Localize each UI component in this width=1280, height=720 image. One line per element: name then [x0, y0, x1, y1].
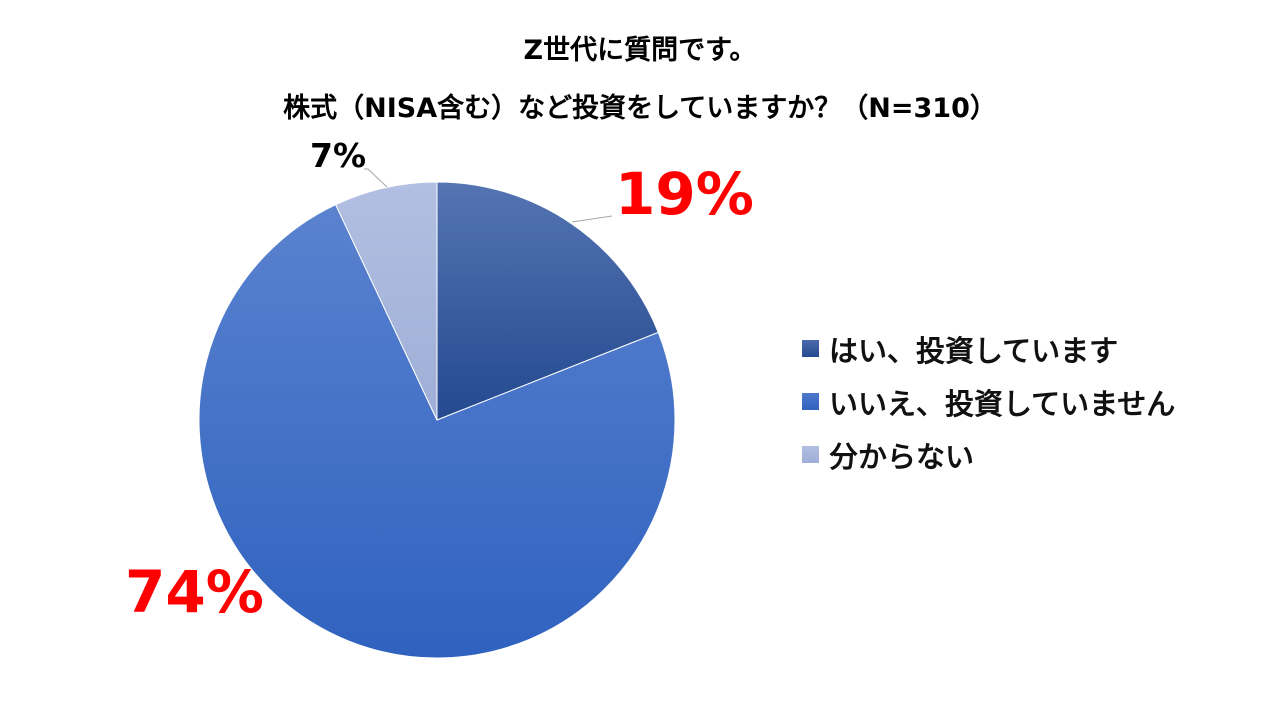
data-label-no: 74%: [125, 558, 264, 626]
data-label-yes: 19%: [615, 160, 754, 228]
chart-subtitle: 株式（NISA含む）など投資をしていますか？（N=310）: [283, 93, 997, 124]
pie-slice-no: [198, 203, 676, 659]
legend-label: 分からない: [829, 439, 975, 474]
legend-label: はい、投資しています: [829, 333, 1119, 368]
pie-slice-unknown: [334, 181, 438, 421]
legend-item-yes: はい、投資しています: [802, 322, 1175, 375]
legend-label: いいえ、投資していません: [829, 386, 1176, 421]
pie-slice-yes: [436, 181, 659, 421]
data-label-unknown: 7%: [310, 136, 367, 175]
legend-swatch-icon: [802, 446, 819, 463]
legend: はい、投資しています いいえ、投資していません 分からない: [802, 322, 1175, 481]
chart-title: Z世代に質問です。: [523, 35, 757, 66]
legend-swatch-icon: [802, 340, 819, 357]
leader-line-yes: [571, 215, 613, 223]
legend-swatch-icon: [802, 393, 819, 410]
leader-line-unknown: [364, 168, 388, 188]
legend-item-unknown: 分からない: [802, 428, 1175, 481]
legend-item-no: いいえ、投資していません: [802, 375, 1175, 428]
